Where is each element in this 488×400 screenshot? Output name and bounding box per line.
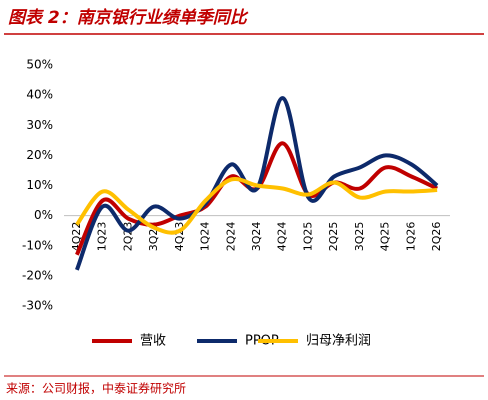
y-tick-label: 50% [26, 58, 53, 72]
legend-label: 营收 [140, 334, 166, 349]
x-tick-label: 2Q25 [327, 222, 340, 252]
chart-title: 图表 2：南京银行业绩单季同比 [8, 8, 249, 28]
x-tick-label: 1Q23 [96, 222, 109, 252]
y-tick-label: -10% [22, 238, 53, 252]
y-tick-label: 0% [34, 208, 53, 222]
x-tick-label: 1Q24 [199, 222, 212, 252]
x-tick-label: 4Q25 [379, 222, 392, 252]
series-line [75, 176, 438, 235]
x-tick-label: 4Q24 [276, 222, 289, 252]
y-tick-label: -30% [22, 299, 53, 313]
y-tick-label: 10% [26, 178, 53, 192]
x-tick-label: 3Q25 [353, 222, 366, 252]
x-tick-label: 1Q26 [404, 222, 417, 252]
x-tick-label: 3Q24 [250, 222, 263, 252]
y-tick-label: -20% [22, 268, 53, 282]
x-tick-label: 2Q24 [224, 222, 237, 252]
y-tick-label: 40% [26, 88, 53, 102]
x-tick-label: 1Q25 [301, 222, 314, 252]
y-tick-label: 20% [26, 148, 53, 162]
y-tick-label: 30% [26, 118, 53, 132]
series-line [75, 96, 439, 271]
legend-label: 归母净利润 [306, 334, 371, 349]
x-tick-label: 2Q26 [430, 222, 443, 252]
source: 来源：公司财报，中泰证券研究所 [6, 381, 186, 396]
